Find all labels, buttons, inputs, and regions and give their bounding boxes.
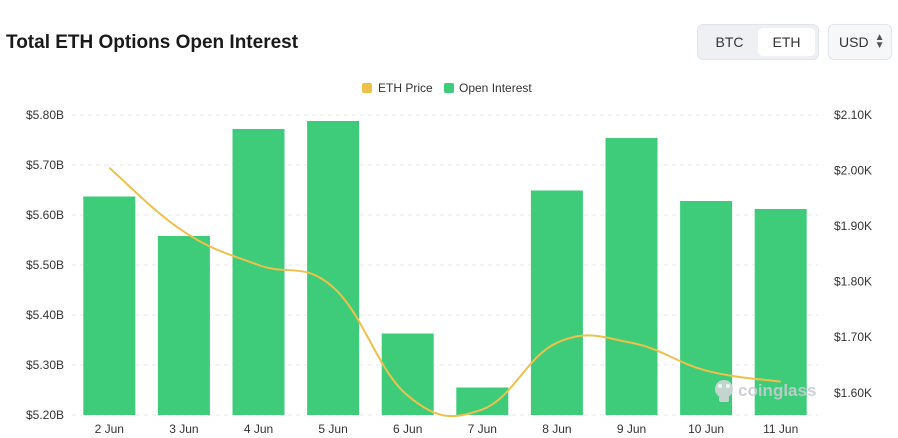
watermark-text: coinglass — [738, 381, 816, 400]
bar-open-interest-5-jun[interactable] — [307, 121, 360, 415]
bar-open-interest-10-jun[interactable] — [680, 201, 733, 415]
right-tick-label: $1.80K — [834, 275, 872, 289]
bar-open-interest-8-jun[interactable] — [530, 190, 583, 416]
page-title: Total ETH Options Open Interest — [6, 32, 299, 53]
x-tick-label: 5 Jun — [318, 422, 347, 436]
chevron-up-down-icon: ▲ ▼ — [874, 32, 885, 51]
legend-swatch-open-interest — [444, 83, 454, 93]
currency-select[interactable]: USD ▲ ▼ — [828, 24, 892, 60]
x-tick-label: 7 Jun — [468, 422, 497, 436]
x-tick-label: 6 Jun — [393, 422, 422, 436]
left-tick-label: $5.20B — [26, 408, 64, 422]
right-tick-label: $2.10K — [834, 108, 872, 122]
legend-item-eth-price[interactable]: ETH Price — [362, 81, 433, 95]
x-tick-label: 9 Jun — [617, 422, 646, 436]
btc-toggle-button[interactable]: BTC — [715, 34, 744, 50]
coinglass-logo-icon — [715, 380, 733, 402]
legend-item-open-interest[interactable]: Open Interest — [444, 81, 532, 95]
x-axis: 2 Jun 3 Jun 4 Jun 5 Jun 6 Jun 7 Jun 8 Jun 9 Jun… — [95, 422, 799, 436]
bar-open-interest-7-jun[interactable] — [456, 387, 509, 416]
currency-value: USD — [839, 34, 869, 50]
bar-open-interest-3-jun[interactable] — [157, 236, 210, 415]
asset-toggle: BTC ETH — [697, 24, 819, 60]
legend: ETH Price Open Interest — [362, 81, 532, 95]
watermark: coinglass — [715, 380, 816, 402]
right-tick-label: $1.90K — [834, 219, 872, 233]
legend-swatch-eth-price — [362, 83, 372, 93]
x-tick-label: 11 Jun — [763, 422, 798, 436]
eth-price-line — [108, 167, 781, 418]
x-tick-label: 8 Jun — [542, 422, 571, 436]
legend-label-eth-price: ETH Price — [378, 81, 433, 95]
legend-label-open-interest: Open Interest — [459, 81, 532, 95]
x-tick-label: 3 Jun — [169, 422, 198, 436]
x-tick-label: 10 Jun — [688, 422, 724, 436]
left-tick-label: $5.70B — [26, 158, 64, 172]
x-tick-label: 2 Jun — [95, 422, 124, 436]
eth-toggle-button[interactable]: ETH — [758, 28, 815, 56]
left-tick-label: $5.30B — [26, 358, 64, 372]
right-tick-label: $2.00K — [834, 164, 872, 178]
left-tick-label: $5.50B — [26, 258, 64, 272]
x-tick-label: 4 Jun — [244, 422, 273, 436]
left-tick-label: $5.60B — [26, 208, 64, 222]
right-axis: $1.60K $1.70K $1.80K $1.90K $2.00K $2.10K — [834, 108, 872, 400]
right-tick-label: $1.70K — [834, 330, 872, 344]
bar-open-interest-4-jun[interactable] — [232, 129, 285, 415]
bar-open-interest-9-jun[interactable] — [605, 138, 658, 415]
left-tick-label: $5.80B — [26, 108, 64, 122]
right-tick-label: $1.60K — [834, 386, 872, 400]
left-tick-label: $5.40B — [26, 308, 64, 322]
bar-open-interest-2-jun[interactable] — [83, 196, 136, 416]
left-axis: $5.20B $5.30B $5.40B $5.50B $5.60B $5.70B $5.8… — [26, 108, 64, 422]
